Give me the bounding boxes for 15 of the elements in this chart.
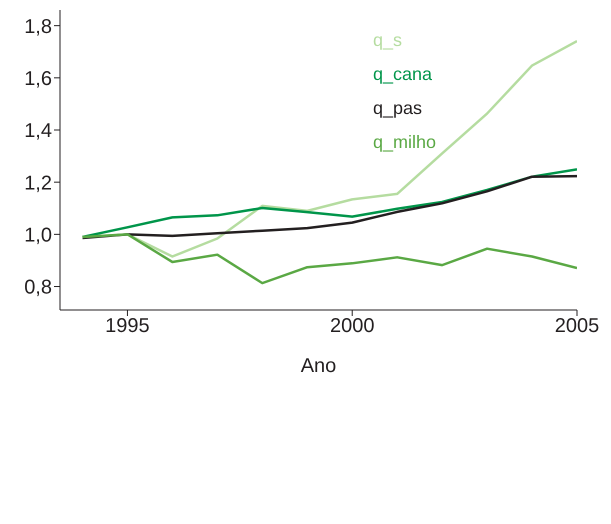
x-axis-title: Ano xyxy=(300,355,336,377)
y-tick-label: 1,6 xyxy=(24,68,52,90)
x-tick-label: 2000 xyxy=(330,315,374,338)
text: q_cana xyxy=(373,63,434,86)
y-tick-label: 0,8 xyxy=(24,276,52,299)
x-tick-label: 1995 xyxy=(105,315,150,338)
text: q_milho xyxy=(373,131,436,154)
y-tick-label: 1,4 xyxy=(24,120,52,142)
y-tick-label: 1,0 xyxy=(24,224,52,246)
text: q_s xyxy=(373,29,404,52)
line-series xyxy=(81,233,577,284)
text: q_pas xyxy=(373,97,424,120)
y-tick-label: 1,8 xyxy=(24,16,52,38)
x-tick-label: 2005 xyxy=(554,315,600,338)
y-tick-label: 1,2 xyxy=(24,172,52,194)
